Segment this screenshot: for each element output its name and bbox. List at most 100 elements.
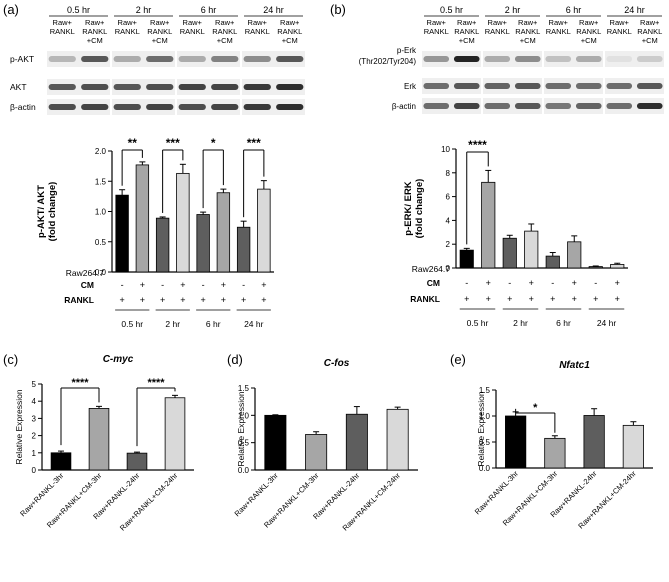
blot-a-blot-band	[211, 84, 239, 90]
chart-b-rankl-sign: +	[593, 294, 598, 304]
blot-a-lane-label: Raw+	[248, 18, 268, 27]
blot-b-lane-label: +CM	[520, 36, 536, 45]
blot-a-lane-label: +CM	[282, 36, 298, 45]
blot-b-blot-band	[484, 103, 511, 109]
blot-b-blot-band	[606, 83, 633, 89]
chart-b-y-label: p-ERK/ ERK	[403, 181, 414, 236]
blot-a-blot-band	[48, 56, 76, 62]
blot-b-lane-label: Raw+	[488, 18, 508, 27]
chart-b-y-tick-label: 10	[441, 145, 450, 154]
chart-a-cm-sign: -	[242, 280, 245, 290]
blot-b-blot-band	[453, 56, 480, 62]
blot-b-lane-label: RANKL	[515, 27, 540, 36]
blot-b-time-label: 2 hr	[505, 5, 521, 15]
blot-a-blot-band	[243, 104, 271, 110]
chart-a-group-label: 24 hr	[244, 319, 264, 329]
chart-d-bar	[386, 408, 409, 471]
blot-a-blot-band	[178, 104, 206, 110]
chart-c-bar	[88, 408, 110, 471]
chart-b-rankl-sign: +	[572, 294, 577, 304]
chart-b-group: 0 2 4 6 8 10 p-ERK/ ERK (fold change) **** Raw264…	[403, 138, 628, 328]
chart-a-bar	[135, 164, 150, 273]
chart-b-y-label: (fold change)	[414, 179, 425, 239]
chart-b-cm-sign: +	[529, 278, 534, 288]
chart-a-y-tick-label: 2.0	[95, 147, 107, 156]
blot-a-blot-band	[48, 104, 76, 110]
blot-a-blot-strip	[112, 51, 175, 67]
chart-e-sig-stars: *	[533, 402, 538, 414]
blot-a-lane-label: RANKL	[212, 27, 237, 36]
blot-a-blot-strip	[112, 79, 175, 95]
chart-a-rankl-sign: +	[261, 295, 266, 305]
blot-b-blot-strip	[605, 78, 664, 94]
blot-b-lane-label: +CM	[581, 36, 597, 45]
blot-a-blot-strip	[242, 99, 305, 115]
chart-c-y-tick-label: 3	[32, 414, 37, 423]
blot-a-blot-band	[243, 84, 271, 90]
chart-c-y-tick-label: 1	[32, 449, 37, 458]
chart-a-group: 0.00.51.01.52.0p-AKT/ AKT (fold change)**…	[36, 136, 274, 329]
chart-e-y-tick-label: 1.5	[479, 386, 491, 395]
blot-b-blot-strip	[544, 98, 603, 114]
panel-letter-b: (b)	[330, 2, 346, 17]
blot-b-lane-label: RANKL	[485, 27, 510, 36]
chart-b-rankl-sign: +	[464, 294, 469, 304]
chart-e-bar	[505, 415, 527, 469]
blot-a-blot-band	[178, 84, 206, 90]
chart-b-row-label: CM	[427, 278, 440, 288]
chart-a-group-label: 0.5 hr	[121, 319, 143, 329]
blot-a-blot-band	[211, 56, 239, 62]
blot-a-row-label: AKT	[10, 82, 27, 92]
chart-b-cm-sign: -	[465, 278, 468, 288]
blot-b-lane-label: Raw+	[457, 18, 477, 27]
chart-b-group-label: 0.5 hr	[467, 318, 489, 328]
blot-b-lane-label: +CM	[459, 36, 475, 45]
blot-b-lane-label: RANKL	[637, 27, 662, 36]
blot-a-blot-strip	[177, 79, 240, 95]
chart-e-bar	[583, 415, 605, 469]
chart-c-bar	[50, 452, 72, 471]
chart-e-bar	[544, 437, 566, 469]
chart-b-bar	[524, 230, 539, 269]
chart-a-rankl-sign: +	[180, 295, 185, 305]
blot-b-lane-label: Raw+	[579, 18, 599, 27]
blot-b-lane-label: RANKL	[424, 27, 449, 36]
chart-a-bar	[115, 194, 129, 273]
chart-a-cm-sign: -	[202, 280, 205, 290]
chart-b-rankl-sign: +	[550, 294, 555, 304]
blot-b-blot-strip	[605, 98, 664, 114]
chart-b-y-tick-label: 2	[446, 240, 451, 249]
chart-a-y-tick-label: 1.5	[95, 177, 107, 186]
chart-a-row-label: Raw264.7	[66, 268, 105, 278]
blot-a-lane-label: Raw+	[280, 18, 300, 27]
blot-b-row-label: (Thr202/Tyr204)	[359, 57, 417, 66]
blot-b-time-label: 0.5 hr	[440, 5, 463, 15]
blot-b-blot-band	[575, 56, 602, 62]
chart-a-group-label: 6 hr	[206, 319, 221, 329]
chart-c-y-tick-label: 5	[32, 380, 37, 389]
chart-a-rankl-sign: +	[119, 295, 124, 305]
chart-b-bar	[545, 255, 560, 269]
blot-b-time-label: 24 hr	[624, 5, 645, 15]
chart-a-rankl-sign: +	[221, 295, 226, 305]
blot-b-blot-band	[636, 56, 663, 62]
chart-c-y-tick-label: 4	[32, 397, 37, 406]
blot-a-lane-label: Raw+	[53, 18, 73, 27]
chart-e-y-label: Relative Expression	[476, 391, 486, 466]
blot-b-blot-band	[484, 56, 511, 62]
blot-a-lane-label: Raw+	[215, 18, 235, 27]
chart-b-y-tick-label: 6	[446, 193, 451, 202]
blot-a-row-label: p-AKT	[10, 54, 34, 64]
chart-e-y-tick-label: 0.0	[479, 464, 491, 473]
blot-b-blot-band	[514, 83, 541, 89]
blot-a-lane-label: Raw+	[118, 18, 138, 27]
blot-b-blot-strip	[422, 98, 481, 114]
blot-b-blot-strip	[605, 51, 664, 67]
blot-a-lane-label: RANKL	[277, 27, 302, 36]
blot-b-blot-band	[423, 103, 450, 109]
chart-c-title: C-myc	[103, 354, 134, 365]
blot-b-blot-band	[545, 56, 572, 62]
